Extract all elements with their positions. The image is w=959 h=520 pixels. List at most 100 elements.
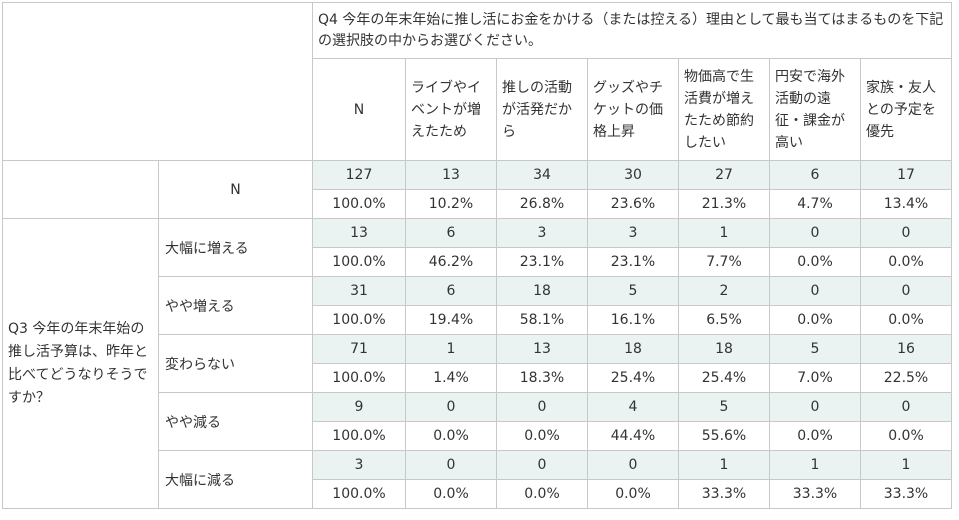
count-cell: 0 <box>405 450 497 480</box>
percent-row: 100.0% 0.0% 0.0% 0.0% 33.3% 33.3% 33.3% <box>3 479 952 509</box>
crosstab-body: Q4 今年の年末年始に推し活にお金をかける（または控える）理由として最も当てはま… <box>2 2 952 509</box>
count-cell: 13 <box>496 334 588 364</box>
percent-cell: 0.0% <box>496 479 588 509</box>
count-row: Q3 今年の年末年始の推し活予算は、昨年と比べてどうなりそうですか？ 大幅に増える… <box>2 218 952 509</box>
percent-cell: 6.5% <box>678 305 770 335</box>
percent-cell: 19.4% <box>405 305 497 335</box>
count-cell: 0 <box>587 450 679 480</box>
percent-cell: 16.1% <box>587 305 679 335</box>
count-cell: 18 <box>678 334 770 364</box>
row-label: 大幅に減る <box>158 450 313 509</box>
percent-cell: 33.3% <box>769 479 861 509</box>
percent-cell: 55.6% <box>678 421 770 451</box>
count-cell: 31 <box>312 276 406 306</box>
q4-header-row: Q4 今年の年末年始に推し活にお金をかける（または控える）理由として最も当てはま… <box>2 2 952 161</box>
percent-row: 100.0% 19.4% 58.1% 16.1% 6.5% 0.0% 0.0% <box>3 305 952 335</box>
percent-cell: 18.3% <box>496 363 588 393</box>
count-cell: 127 <box>312 160 406 190</box>
percent-cell: 13.4% <box>860 189 952 219</box>
count-cell: 30 <box>587 160 679 190</box>
row-label: 大幅に増える <box>158 218 313 277</box>
percent-cell: 100.0% <box>312 305 406 335</box>
count-row: やや減る 9 0 0 4 5 0 0 <box>3 392 952 451</box>
count-cell: 18 <box>587 334 679 364</box>
count-cell: 2 <box>678 276 770 306</box>
percent-row: 100.0% 46.2% 23.1% 23.1% 7.7% 0.0% 0.0% <box>3 247 952 277</box>
percent-cell: 23.1% <box>587 247 679 277</box>
percent-cell: 0.0% <box>496 421 588 451</box>
count-cell: 5 <box>678 392 770 422</box>
percent-cell: 33.3% <box>860 479 952 509</box>
count-row: やや増える 31 6 18 5 2 0 0 <box>3 276 952 335</box>
column-header: 物価高で生活費が増えたため節約したい <box>678 58 770 161</box>
percent-cell: 58.1% <box>496 305 588 335</box>
percent-cell: 1.4% <box>405 363 497 393</box>
percent-cell: 23.6% <box>587 189 679 219</box>
percent-cell: 7.7% <box>678 247 770 277</box>
count-cell: 0 <box>860 276 952 306</box>
row-label: やや減る <box>158 392 313 451</box>
count-cell: 0 <box>405 392 497 422</box>
column-header-row: N ライブやイベントが増えたため 推しの活動が活発だから グッズやチケットの価格… <box>3 58 952 161</box>
percent-cell: 46.2% <box>405 247 497 277</box>
count-cell: 0 <box>860 392 952 422</box>
percent-cell: 26.8% <box>496 189 588 219</box>
total-count-row: N 127 13 34 30 27 6 17 <box>2 160 952 219</box>
count-cell: 13 <box>312 218 406 248</box>
count-cell: 71 <box>312 334 406 364</box>
row-label: 変わらない <box>158 334 313 393</box>
column-header: 円安で海外活動の遠征・課金が高い <box>769 58 861 161</box>
count-cell: 4 <box>587 392 679 422</box>
percent-cell: 0.0% <box>769 247 861 277</box>
percent-cell: 100.0% <box>312 363 406 393</box>
count-cell: 17 <box>860 160 952 190</box>
count-cell: 0 <box>496 450 588 480</box>
percent-cell: 100.0% <box>312 247 406 277</box>
count-cell: 0 <box>860 218 952 248</box>
percent-cell: 0.0% <box>587 479 679 509</box>
crosstab-table: Q4 今年の年末年始に推し活にお金をかける（または控える）理由として最も当てはま… <box>2 2 952 509</box>
count-cell: 3 <box>496 218 588 248</box>
count-cell: 6 <box>405 218 497 248</box>
count-cell: 3 <box>587 218 679 248</box>
count-cell: 6 <box>405 276 497 306</box>
percent-cell: 25.4% <box>587 363 679 393</box>
count-cell: 1 <box>678 218 770 248</box>
percent-cell: 0.0% <box>769 421 861 451</box>
count-cell: 27 <box>678 160 770 190</box>
percent-row: 100.0% 1.4% 18.3% 25.4% 25.4% 7.0% 22.5% <box>3 363 952 393</box>
q3-question-header: Q3 今年の年末年始の推し活予算は、昨年と比べてどうなりそうですか？ <box>2 218 159 509</box>
count-cell: 34 <box>496 160 588 190</box>
percent-cell: 44.4% <box>587 421 679 451</box>
count-cell: 0 <box>769 392 861 422</box>
row-label: やや増える <box>158 276 313 335</box>
percent-cell: 10.2% <box>405 189 497 219</box>
total-percent-row: 100.0% 10.2% 26.8% 23.6% 21.3% 4.7% 13.4% <box>3 189 952 219</box>
q4-question-header: Q4 今年の年末年始に推し活にお金をかける（または控える）理由として最も当てはま… <box>312 2 952 59</box>
percent-cell: 100.0% <box>312 189 406 219</box>
percent-cell: 21.3% <box>678 189 770 219</box>
percent-cell: 0.0% <box>769 305 861 335</box>
count-cell: 5 <box>587 276 679 306</box>
percent-cell: 7.0% <box>769 363 861 393</box>
percent-cell: 25.4% <box>678 363 770 393</box>
percent-row: 100.0% 0.0% 0.0% 44.4% 55.6% 0.0% 0.0% <box>3 421 952 451</box>
total-row-label: N <box>158 160 313 219</box>
percent-cell: 22.5% <box>860 363 952 393</box>
percent-cell: 0.0% <box>405 479 497 509</box>
percent-cell: 0.0% <box>860 305 952 335</box>
corner-cell <box>2 2 313 161</box>
column-header: ライブやイベントが増えたため <box>405 58 497 161</box>
count-cell: 9 <box>312 392 406 422</box>
column-header: グッズやチケットの価格上昇 <box>587 58 679 161</box>
count-cell: 1 <box>405 334 497 364</box>
count-cell: 0 <box>496 392 588 422</box>
count-cell: 3 <box>312 450 406 480</box>
count-cell: 1 <box>769 450 861 480</box>
count-cell: 16 <box>860 334 952 364</box>
count-cell: 0 <box>769 276 861 306</box>
percent-cell: 100.0% <box>312 479 406 509</box>
percent-cell: 0.0% <box>860 247 952 277</box>
percent-cell: 33.3% <box>678 479 770 509</box>
total-blank-cell <box>2 160 159 219</box>
